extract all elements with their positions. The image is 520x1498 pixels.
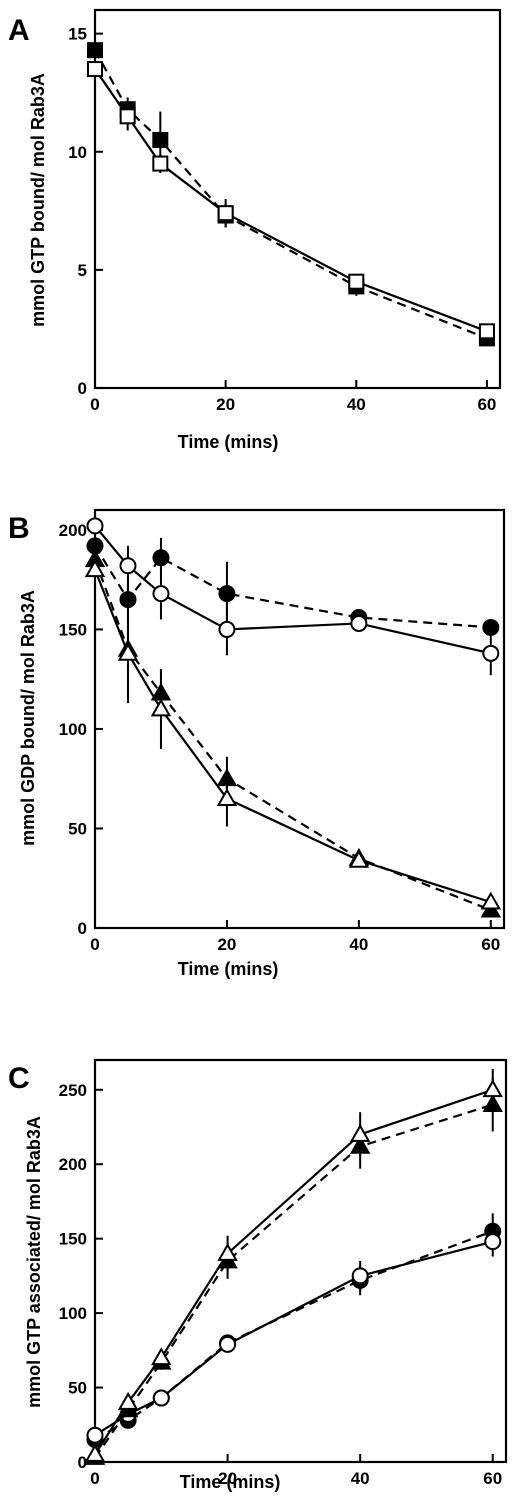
series-line — [94, 68, 488, 333]
series-line — [94, 1230, 494, 1441]
panel-b: B 0 20 40 60 0 50 100 150 200 Time (mins) mmol GDP … — [8, 508, 506, 979]
data-point — [350, 614, 368, 632]
plot-frame — [93, 8, 502, 390]
series-1 — [87, 42, 495, 347]
y-tick-label: 250 — [59, 1081, 87, 1100]
data-point — [217, 205, 234, 222]
data-point — [348, 849, 370, 868]
data-point — [480, 891, 502, 910]
y-tick-label: 0 — [78, 379, 87, 398]
x-tick-label: 40 — [349, 935, 368, 954]
series-4 — [84, 559, 502, 910]
data-point — [348, 273, 365, 290]
data-point — [349, 1123, 371, 1142]
x-tick-label: 40 — [351, 1469, 370, 1488]
plot-frame — [93, 508, 506, 930]
data-point — [87, 61, 103, 78]
data-point — [482, 1079, 503, 1098]
plot-frame — [93, 1058, 508, 1464]
data-point — [484, 1233, 502, 1251]
series-1 — [86, 1213, 502, 1449]
x-axis-title: Time (mins) — [180, 1472, 281, 1492]
x-tick-label: 20 — [216, 395, 235, 414]
data-point — [351, 1267, 369, 1285]
series-2 — [87, 61, 495, 340]
x-tick-label: 40 — [347, 395, 366, 414]
data-point — [152, 131, 169, 148]
y-axis-title: mmol GTP associated/ mol Rab3A — [24, 1116, 44, 1408]
panel-c: C 0 20 40 60 0 50 100 150 200 250 Time (mins) mmol G… — [8, 1058, 508, 1492]
y-tick-label: 50 — [68, 819, 87, 838]
data-point — [216, 788, 238, 806]
panel-a: A 0 20 40 60 0 5 10 15 Time (mins) mmol GTP bound/… — [8, 8, 502, 452]
y-tick-label: 200 — [59, 1155, 87, 1174]
y-tick-label: 150 — [59, 620, 87, 639]
y-axis-title: mmol GTP bound/ mol Rab3A — [28, 73, 48, 327]
data-point — [87, 42, 103, 59]
data-point — [482, 644, 500, 662]
x-tick-label: 60 — [477, 395, 496, 414]
series-1 — [86, 537, 500, 636]
y-tick-label: 0 — [78, 1453, 87, 1472]
data-point — [217, 1243, 238, 1261]
data-point — [84, 559, 106, 578]
data-point — [86, 517, 104, 535]
series-4 — [84, 1068, 503, 1462]
y-axis-title: mmol GDP bound/ mol Rab3A — [18, 590, 38, 846]
data-point — [218, 585, 236, 603]
data-point — [119, 557, 137, 575]
panel-letter: A — [8, 14, 30, 47]
series-2 — [86, 517, 500, 676]
panel-letter: C — [8, 1062, 30, 1095]
x-axis-title: Time (mins) — [178, 432, 279, 452]
y-tick-label: 100 — [59, 1304, 87, 1323]
y-tick-label: 50 — [68, 1379, 87, 1398]
data-point — [219, 1335, 237, 1353]
data-point — [119, 108, 136, 125]
y-tick-label: 5 — [78, 261, 87, 280]
x-axis-title: Time (mins) — [178, 959, 279, 979]
x-tick-label: 60 — [481, 935, 500, 954]
x-tick-label: 20 — [218, 1469, 237, 1488]
x-tick-label: 20 — [217, 935, 236, 954]
x-tick-label: 0 — [90, 395, 99, 414]
data-point — [86, 1426, 104, 1444]
y-tick-label: 15 — [68, 25, 87, 44]
data-point — [117, 642, 139, 661]
x-tick-label: 0 — [90, 1469, 99, 1488]
series-line — [94, 545, 491, 629]
data-point — [151, 1347, 172, 1366]
y-tick-label: 150 — [59, 1230, 87, 1249]
series-line — [94, 1240, 494, 1437]
series-line — [94, 1103, 494, 1459]
series-line — [93, 559, 492, 912]
y-tick-label: 0 — [78, 919, 87, 938]
panel-letter: B — [8, 512, 30, 545]
y-tick-label: 100 — [59, 720, 87, 739]
data-point — [84, 1444, 106, 1462]
x-tick-label: 0 — [90, 935, 99, 954]
series-line — [94, 1088, 494, 1456]
series-line — [93, 569, 492, 904]
data-point — [478, 323, 495, 340]
y-tick-label: 10 — [68, 143, 87, 162]
data-point — [218, 620, 236, 638]
series-line — [94, 49, 488, 340]
data-point — [152, 155, 169, 172]
data-point — [152, 1389, 170, 1407]
x-tick-label: 60 — [483, 1469, 502, 1488]
series-line — [94, 525, 492, 655]
data-point — [152, 585, 170, 603]
data-point — [117, 1391, 139, 1410]
series-2 — [86, 1226, 502, 1444]
data-point — [152, 549, 170, 567]
y-tick-label: 200 — [59, 521, 87, 540]
data-point — [150, 698, 172, 717]
